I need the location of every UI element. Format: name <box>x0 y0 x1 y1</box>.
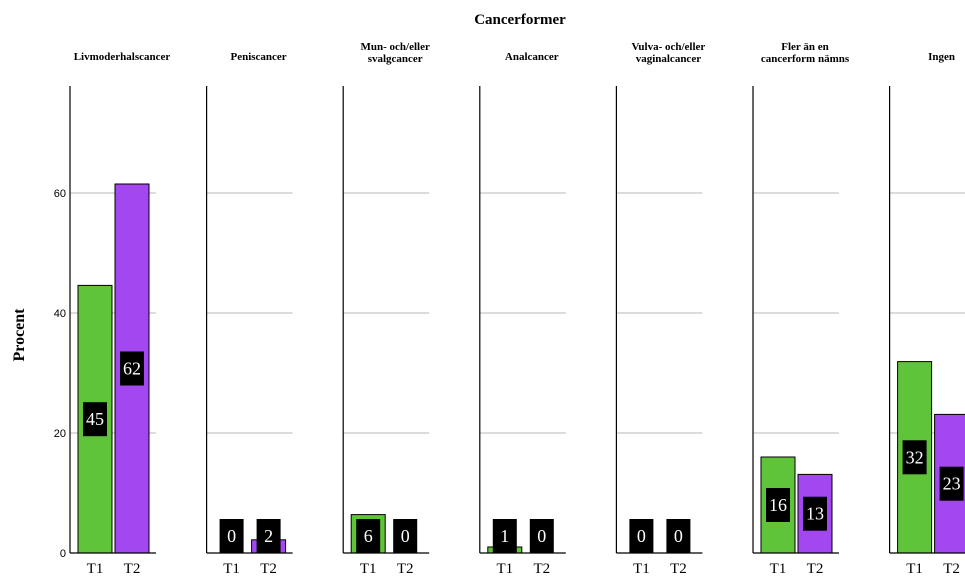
data-label-box <box>83 402 107 437</box>
y-tick-label: 0 <box>60 548 66 560</box>
x-tick-label: T1 <box>770 561 787 577</box>
x-tick-label: T2 <box>670 561 687 577</box>
data-label-box <box>219 519 244 553</box>
panel-title: Fler än en <box>781 41 828 53</box>
data-label: 6 <box>364 526 373 546</box>
data-label-box <box>803 496 827 531</box>
data-label-box <box>902 440 927 475</box>
panel-title: svalgcancer <box>368 53 423 65</box>
y-tick-label: 40 <box>54 308 66 320</box>
chart-title: Cancerformer <box>474 12 566 28</box>
x-tick-label: T1 <box>87 561 104 577</box>
data-label: 13 <box>806 504 824 524</box>
x-tick-label: T2 <box>943 561 960 577</box>
data-label-box <box>393 519 418 553</box>
panel: Analcancer 1 T1 0 T2 <box>479 51 566 577</box>
panel: Peniscancer 0 T1 2 T2 <box>206 51 293 577</box>
panel-title: Vulva- och/eller <box>631 41 705 53</box>
panel-title: Livmoderhalscancer <box>74 51 171 63</box>
x-tick-label: T1 <box>223 561 240 577</box>
panel-title: Peniscancer <box>230 51 286 63</box>
data-label: 32 <box>906 447 924 467</box>
data-label: 45 <box>86 409 104 429</box>
data-label: 0 <box>637 526 646 546</box>
data-label-box <box>529 519 554 553</box>
data-label-box <box>629 519 654 553</box>
data-label: 0 <box>674 526 683 546</box>
data-label: 0 <box>401 526 410 546</box>
panel: Livmoderhalscancer 45 T1 62 T2 <box>69 51 171 577</box>
data-label-box <box>256 519 281 553</box>
x-tick-label: T2 <box>533 561 550 577</box>
data-label: 23 <box>943 474 961 494</box>
data-label-box <box>766 488 790 522</box>
x-tick-label: T1 <box>496 561 513 577</box>
x-tick-label: T1 <box>906 561 923 577</box>
data-label-box <box>492 519 517 553</box>
x-tick-label: T2 <box>397 561 414 577</box>
x-tick-label: T2 <box>807 561 824 577</box>
panel-title: vaginalcancer <box>636 53 701 65</box>
panel-title: Mun- och/eller <box>361 41 430 53</box>
data-label-box <box>120 351 144 386</box>
data-label: 2 <box>264 526 273 546</box>
data-label: 1 <box>500 526 509 546</box>
panel-title: cancerform nämns <box>761 53 850 65</box>
y-axis-ticks: 0 20 40 60 <box>54 188 66 560</box>
data-label-box <box>356 519 381 553</box>
x-tick-label: T1 <box>633 561 650 577</box>
y-axis-label: Procent <box>11 308 28 362</box>
x-tick-label: T2 <box>124 561 141 577</box>
panels: Livmoderhalscancer45T162T2Peniscancer0T1… <box>69 41 965 577</box>
data-label: 0 <box>227 526 236 546</box>
y-tick-label: 20 <box>54 428 66 440</box>
panel-title: Analcancer <box>505 51 559 63</box>
x-tick-label: T2 <box>260 561 277 577</box>
data-label-box <box>939 466 964 501</box>
data-label: 0 <box>537 526 546 546</box>
data-label-box <box>666 519 691 553</box>
data-label: 62 <box>123 359 141 379</box>
data-label: 16 <box>769 495 787 515</box>
panel-title: Ingen <box>928 51 955 63</box>
x-tick-label: T1 <box>360 561 377 577</box>
panel: Ingen 32 T1 23 T2 <box>888 51 965 577</box>
y-tick-label: 60 <box>54 188 66 200</box>
